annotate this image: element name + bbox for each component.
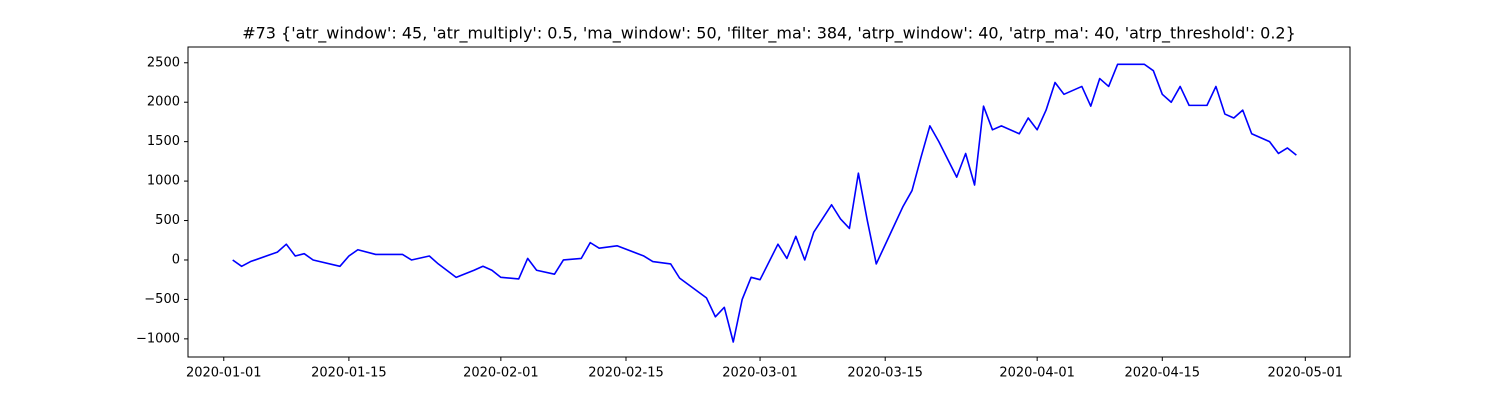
x-tick-label: 2020-01-15: [311, 366, 387, 381]
x-tick-label: 2020-02-01: [463, 366, 539, 381]
chart-title: #73 {'atr_window': 45, 'atr_multiply': 0…: [242, 24, 1296, 44]
x-tick-label: 2020-02-15: [588, 366, 664, 381]
y-tick-label: 2500: [147, 55, 180, 70]
x-tick-label: 2020-04-15: [1125, 366, 1201, 381]
y-tick-label: 2000: [147, 95, 180, 110]
x-tick-label: 2020-01-01: [186, 366, 262, 381]
data-line: [232, 63, 1297, 343]
y-tick-label: 1500: [147, 134, 180, 149]
x-tick-label: 2020-04-01: [999, 366, 1075, 381]
y-tick-label: −500: [144, 292, 180, 307]
axes-frame: [187, 46, 1351, 358]
x-tick-label: 2020-03-01: [722, 366, 798, 381]
y-tick-label: 1000: [147, 174, 180, 189]
y-tick-label: 0: [172, 252, 180, 267]
x-tick-label: 2020-03-15: [847, 366, 923, 381]
x-tick-label: 2020-05-01: [1268, 366, 1344, 381]
y-tick-label: 500: [155, 213, 180, 228]
y-tick-label: −1000: [136, 331, 180, 346]
